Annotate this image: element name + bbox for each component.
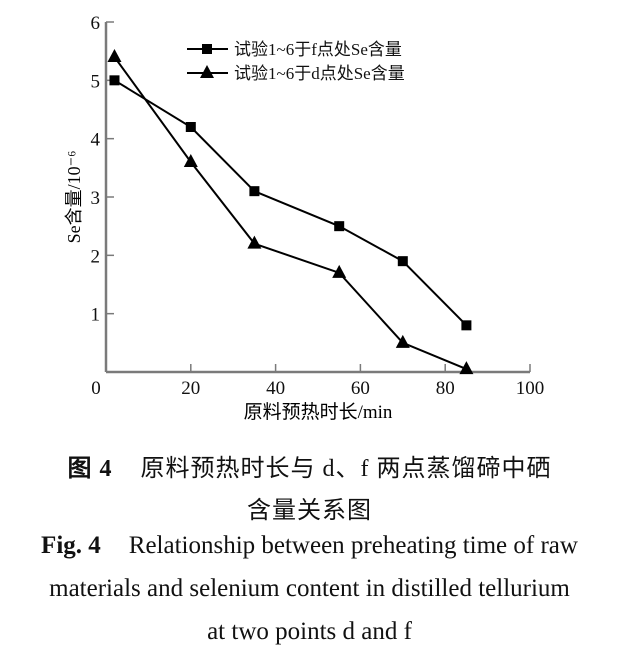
square-marker xyxy=(334,221,345,232)
x-tick-label: 60 xyxy=(351,378,370,399)
legend-item: 试验1~6于f点处Se含量 xyxy=(187,40,402,59)
y-tick-label: 1 xyxy=(91,305,101,326)
square-marker xyxy=(109,75,120,86)
square-marker xyxy=(202,44,212,54)
x-tick-label: 20 xyxy=(181,378,200,399)
caption-en-text1: Relationship between preheating time of … xyxy=(128,532,578,559)
triangle-marker xyxy=(459,361,474,375)
square-marker xyxy=(397,256,408,267)
triangle-marker xyxy=(200,65,214,78)
x-tick-label: 100 xyxy=(516,378,545,399)
triangle-marker xyxy=(107,49,122,62)
caption-cn-label: 图 4 xyxy=(67,456,113,482)
x-tick-label: 80 xyxy=(436,378,455,399)
triangle-marker xyxy=(332,264,347,278)
square-marker xyxy=(185,122,196,132)
caption-en-line1: Fig. 4 Relationship between preheating ti… xyxy=(0,532,619,560)
chart-axes: 0 20 40 60 80 100 1 2 3 4 5 6 xyxy=(91,13,545,399)
caption-cn-line1: 图 4 原料预热时长与 d、f 两点蒸馏碲中硒 xyxy=(0,448,619,483)
y-tick-label: 3 xyxy=(91,188,101,209)
legend-label: 试验1~6于f点处Se含量 xyxy=(234,40,402,59)
caption-cn-line2: 含量关系图 xyxy=(247,498,372,524)
square-marker xyxy=(249,186,260,197)
triangle-marker xyxy=(183,154,198,167)
legend-label: 试验1~6于d点处Se含量 xyxy=(234,64,405,83)
x-tick-label: 40 xyxy=(266,378,285,399)
y-tick-label: 6 xyxy=(91,13,101,34)
series-d xyxy=(107,49,474,375)
x-tick-label: 0 xyxy=(91,378,101,399)
caption-en-line3: at two points d and f xyxy=(207,618,412,645)
series-f xyxy=(109,75,472,331)
chart-series xyxy=(107,49,474,375)
legend-item: 试验1~6于d点处Se含量 xyxy=(187,64,405,83)
caption-en-line2: materials and selenium content in distil… xyxy=(49,575,570,602)
y-tick-label: 4 xyxy=(91,130,101,151)
y-tick-label: 5 xyxy=(91,71,101,92)
caption-en-label: Fig. 4 xyxy=(41,532,101,559)
line-chart: 0 20 40 60 80 100 1 2 3 4 5 6 试验1~6于f点处Se含量试验1~6于d点… xyxy=(64,13,545,423)
x-axis-label: 原料预热时长/min xyxy=(244,401,393,423)
triangle-marker xyxy=(247,235,262,249)
caption-cn-text1: 原料预热时长与 d、f 两点蒸馏碲中硒 xyxy=(140,456,552,482)
y-tick-label: 2 xyxy=(91,246,101,267)
square-marker xyxy=(461,320,472,331)
triangle-marker xyxy=(395,334,410,348)
y-axis-label: Se含量/10⁻⁶ xyxy=(64,151,84,244)
